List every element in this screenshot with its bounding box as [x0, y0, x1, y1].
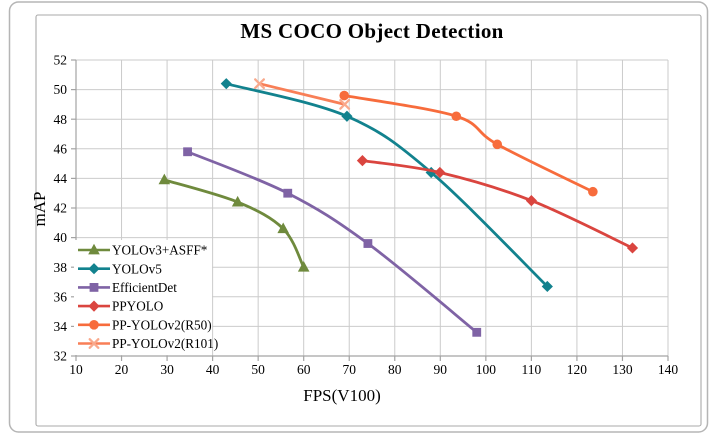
- series-yolov3-asff-: [158, 173, 310, 272]
- chart-frame: [35, 14, 702, 427]
- data-point-marker-circle: [451, 111, 462, 122]
- x-tick-label: 90: [434, 362, 448, 377]
- y-tick-label: 34: [54, 319, 68, 334]
- y-tick-label: 32: [54, 349, 68, 364]
- x-tick-label: 40: [206, 362, 220, 377]
- legend-label: EfficientDet: [112, 280, 177, 295]
- data-point-marker-diamond: [220, 78, 232, 90]
- data-point-marker-circle: [492, 139, 503, 150]
- data-point-marker-circle: [89, 320, 99, 330]
- data-point-marker-diamond: [356, 155, 369, 167]
- legend-label: YOLOv5: [112, 261, 162, 276]
- data-point-marker-x: [339, 98, 351, 110]
- data-point-marker-circle: [588, 186, 598, 197]
- x-tick-label: 100: [476, 362, 497, 377]
- legend-background: [74, 240, 212, 355]
- y-tick-label: 46: [54, 141, 68, 156]
- legend: YOLOv3+ASFF* YOLOv5 EfficientDet PPYOLO PP-Y…: [74, 240, 218, 355]
- tick-labels: 32 34 36 38 40 42 44 46 48 50 52 10 20 30 40 50 60 70 80 90…: [54, 53, 679, 377]
- data-point-marker-square: [363, 239, 373, 248]
- x-tick-label: 130: [612, 362, 633, 377]
- data-point-marker-diamond: [425, 166, 437, 179]
- data-point-marker-diamond: [88, 300, 100, 312]
- data-point-marker-square: [472, 327, 482, 337]
- x-tick-label: 50: [251, 362, 265, 377]
- data-point-marker-diamond: [341, 110, 353, 122]
- legend-item-efficientdet: EfficientDet: [78, 280, 177, 295]
- data-point-marker-diamond: [626, 242, 639, 254]
- x-tick-label: 30: [160, 362, 174, 377]
- y-tick-label: 42: [54, 201, 68, 216]
- series-line: [258, 82, 347, 106]
- y-tick-label: 52: [54, 53, 68, 68]
- legend-item-pp-yolov2-r101-: PP-YOLOv2(R101): [78, 336, 218, 351]
- chart-title: MS COCO Object Detection: [240, 19, 504, 43]
- data-point-marker-triangle: [277, 222, 289, 234]
- outer-border: [8, 1, 709, 433]
- series-line: [162, 178, 306, 269]
- x-tick-label: 140: [658, 362, 679, 377]
- legend-label: PPYOLO: [112, 299, 163, 314]
- y-tick-label: 50: [54, 82, 68, 97]
- x-tick-label: 10: [69, 362, 83, 377]
- y-tick-label: 44: [54, 171, 68, 186]
- data-point-marker-x: [254, 78, 265, 90]
- data-point-marker-diamond: [525, 195, 537, 207]
- legend-label: PP-YOLOv2(R50): [112, 317, 212, 332]
- data-point-marker-diamond: [88, 263, 100, 275]
- legend-label: YOLOv3+ASFF*: [112, 243, 207, 258]
- x-tick-label: 120: [567, 362, 588, 377]
- series-line: [186, 150, 479, 334]
- legend-item-pp-yolov2-r50-: PP-YOLOv2(R50): [78, 317, 212, 332]
- data-point-marker-square: [183, 147, 192, 157]
- series-ppyolo: [356, 155, 639, 254]
- data-point-marker-circle: [339, 90, 350, 101]
- series-line: [361, 159, 634, 250]
- data-point-marker-diamond: [541, 280, 553, 293]
- y-tick-label: 36: [54, 289, 68, 304]
- data-point-marker-diamond: [434, 166, 446, 179]
- legend-item-yolov5: YOLOv5: [78, 261, 162, 276]
- legend-label: PP-YOLOv2(R101): [112, 336, 218, 351]
- y-tick-label: 40: [54, 230, 68, 245]
- data-point-marker-triangle: [231, 195, 244, 207]
- x-tick-label: 20: [115, 362, 129, 377]
- x-tick-label: 80: [388, 362, 402, 377]
- data-point-marker-x: [88, 338, 100, 349]
- series-line: [224, 82, 549, 288]
- x-tick-label: 60: [297, 362, 311, 377]
- series-pp-yolov2-r50-: [339, 90, 598, 197]
- data-point-marker-triangle: [297, 261, 310, 272]
- legend-item-yolov3-asff-: YOLOv3+ASFF*: [78, 243, 207, 258]
- x-axis-title: FPS(V100): [303, 386, 381, 405]
- data-point-marker-square: [89, 283, 99, 292]
- series-pp-yolov2-r101-: [254, 78, 351, 110]
- y-tick-label: 48: [54, 112, 68, 127]
- data-point-marker-square: [283, 188, 293, 198]
- series-line: [342, 94, 595, 194]
- series-efficientdet: [183, 147, 482, 337]
- x-tick-label: 70: [342, 362, 356, 377]
- legend-item-ppyolo: PPYOLO: [78, 299, 163, 314]
- x-tick-label: 110: [522, 362, 542, 377]
- y-axis-title: mAP: [30, 191, 49, 227]
- series-yolov5: [220, 78, 553, 293]
- data-point-marker-triangle: [158, 173, 171, 185]
- data-point-marker-triangle: [88, 243, 100, 255]
- y-tick-label: 38: [54, 260, 68, 275]
